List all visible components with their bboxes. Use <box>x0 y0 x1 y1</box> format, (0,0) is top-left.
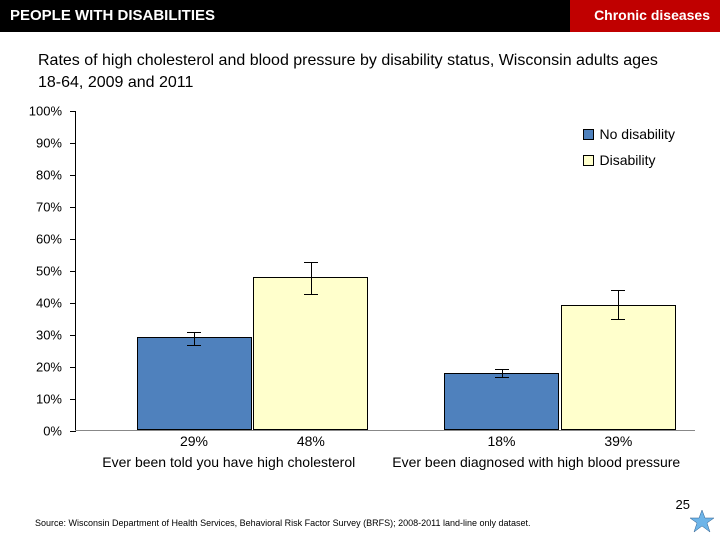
y-tick-label: 70% <box>36 200 62 215</box>
y-tick-label: 80% <box>36 168 62 183</box>
data-label: 48% <box>297 433 325 449</box>
category-label: Ever been diagnosed with high blood pres… <box>389 453 684 471</box>
legend-item: Disability <box>583 152 675 168</box>
error-bar <box>194 332 195 345</box>
data-label: 18% <box>487 433 515 449</box>
logo-icon <box>688 508 716 536</box>
error-cap <box>611 290 625 291</box>
error-cap <box>495 377 509 378</box>
data-label: 29% <box>180 433 208 449</box>
legend-label: No disability <box>600 126 675 142</box>
legend-label: Disability <box>600 152 656 168</box>
bar <box>444 373 559 431</box>
legend: No disability Disability <box>583 126 675 178</box>
y-tick-label: 0% <box>43 424 62 439</box>
y-tick-label: 50% <box>36 264 62 279</box>
y-tick-label: 90% <box>36 136 62 151</box>
y-tick-label: 60% <box>36 232 62 247</box>
chart-title: Rates of high cholesterol and blood pres… <box>0 32 720 103</box>
header-right: Chronic diseases <box>570 0 720 32</box>
error-cap <box>187 332 201 333</box>
y-tick-label: 100% <box>29 104 62 119</box>
y-tick-label: 30% <box>36 328 62 343</box>
error-bar <box>502 369 503 377</box>
header-left: PEOPLE WITH DISABILITIES <box>0 0 570 32</box>
error-cap <box>304 294 318 295</box>
error-bar <box>311 262 312 294</box>
error-cap <box>495 369 509 370</box>
chart-area: 0%10%20%30%40%50%60%70%80%90%100% 29%48%… <box>20 111 700 471</box>
bar <box>561 305 676 430</box>
source-text: Source: Wisconsin Department of Health S… <box>35 518 531 528</box>
error-cap <box>187 345 201 346</box>
legend-item: No disability <box>583 126 675 142</box>
bar <box>253 277 368 431</box>
y-tick-mark <box>70 431 76 432</box>
bar <box>137 337 252 430</box>
y-axis: 0%10%20%30%40%50%60%70%80%90%100% <box>20 111 70 431</box>
header-bar: PEOPLE WITH DISABILITIES Chronic disease… <box>0 0 720 32</box>
error-cap <box>304 262 318 263</box>
y-tick-label: 40% <box>36 296 62 311</box>
error-cap <box>611 319 625 320</box>
category-label: Ever been told you have high cholesterol <box>81 453 376 471</box>
data-label: 39% <box>604 433 632 449</box>
legend-swatch <box>583 129 594 140</box>
y-tick-label: 20% <box>36 360 62 375</box>
legend-swatch <box>583 155 594 166</box>
error-bar <box>618 290 619 319</box>
y-tick-label: 10% <box>36 392 62 407</box>
